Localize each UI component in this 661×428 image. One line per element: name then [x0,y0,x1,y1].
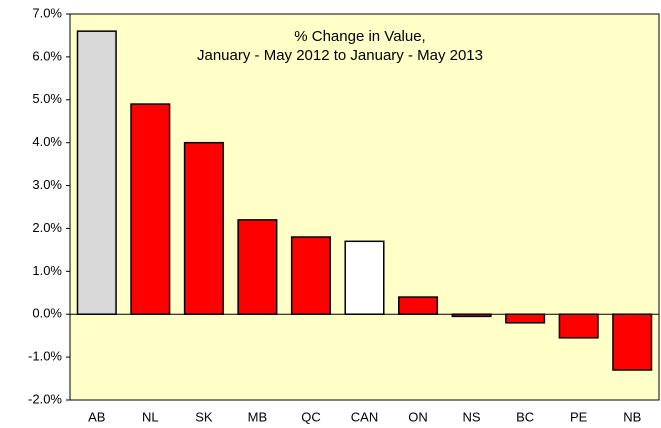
y-tick-label: 6.0% [32,48,62,63]
x-tick-label: ON [408,409,428,424]
x-tick-label: NB [623,409,641,424]
x-tick-label: MB [248,409,268,424]
y-tick-label: 0.0% [32,306,62,321]
x-tick-label: BC [516,409,534,424]
bar [558,313,599,339]
chart-title: % Change in Value, [294,28,425,45]
y-tick-label: -1.0% [28,349,62,364]
x-tick-label: AB [88,409,105,424]
bar [76,30,117,315]
x-tick-label: NL [142,409,159,424]
y-tick-label: 7.0% [32,5,62,20]
y-tick-label: 3.0% [32,177,62,192]
x-tick-label: PE [570,409,588,424]
chart-subtitle: January - May 2012 to January - May 2013 [197,47,483,64]
x-tick-label: SK [195,409,213,424]
y-tick-label: 2.0% [32,220,62,235]
bar [237,219,278,315]
bar [612,313,653,371]
x-tick-label: QC [301,409,321,424]
y-tick-label: 1.0% [32,263,62,278]
x-tick-label: NS [463,409,481,424]
y-tick-label: 4.0% [32,134,62,149]
x-tick-label: CAN [351,409,378,424]
bar [505,313,546,324]
bar [398,296,439,315]
y-tick-label: 5.0% [32,91,62,106]
bar [183,141,224,315]
y-tick-label: -2.0% [28,391,62,406]
bar [130,103,171,315]
bar [290,236,331,315]
bar [451,313,492,318]
bar [344,240,385,315]
